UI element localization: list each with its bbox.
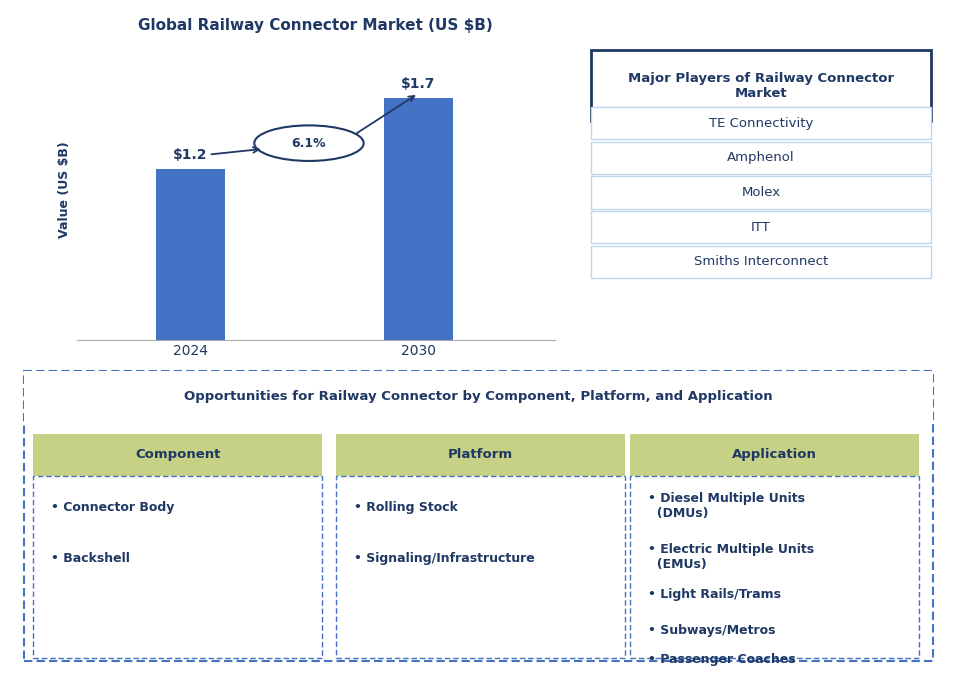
Text: Opportunities for Railway Connector by Component, Platform, and Application: Opportunities for Railway Connector by C… [184, 390, 773, 403]
Text: Major Players of Railway Connector
Market: Major Players of Railway Connector Marke… [628, 71, 894, 100]
Text: Application: Application [732, 448, 817, 461]
FancyBboxPatch shape [630, 476, 920, 658]
Text: Amphenol: Amphenol [727, 151, 794, 164]
Text: Smiths Interconnect: Smiths Interconnect [694, 255, 828, 268]
Text: ITT: ITT [751, 221, 770, 234]
Text: Component: Component [135, 448, 220, 461]
Text: • Connector Body: • Connector Body [52, 501, 175, 514]
Y-axis label: Value (US $B): Value (US $B) [58, 142, 71, 238]
FancyBboxPatch shape [590, 177, 931, 208]
Text: • Electric Multiple Units
  (EMUs): • Electric Multiple Units (EMUs) [649, 543, 814, 571]
Text: • Backshell: • Backshell [52, 552, 130, 565]
Title: Global Railway Connector Market (US $B): Global Railway Connector Market (US $B) [139, 18, 493, 33]
Text: Platform: Platform [448, 448, 513, 461]
FancyBboxPatch shape [590, 211, 931, 243]
FancyBboxPatch shape [590, 246, 931, 278]
Text: $1.7: $1.7 [401, 77, 435, 90]
FancyBboxPatch shape [590, 50, 931, 122]
Text: • Signaling/Infrastructure: • Signaling/Infrastructure [354, 552, 535, 565]
Text: • Passenger Coaches: • Passenger Coaches [649, 653, 796, 667]
Text: TE Connectivity: TE Connectivity [708, 117, 813, 130]
Text: $1.2: $1.2 [173, 147, 208, 162]
FancyBboxPatch shape [630, 434, 920, 476]
FancyBboxPatch shape [590, 107, 931, 139]
Text: • Light Rails/Trams: • Light Rails/Trams [649, 588, 782, 601]
FancyBboxPatch shape [590, 142, 931, 174]
Text: • Diesel Multiple Units
  (DMUs): • Diesel Multiple Units (DMUs) [649, 492, 806, 520]
FancyBboxPatch shape [336, 476, 626, 658]
FancyBboxPatch shape [33, 476, 323, 658]
Text: 6.1%: 6.1% [292, 136, 326, 149]
Text: • Rolling Stock: • Rolling Stock [354, 501, 458, 514]
FancyBboxPatch shape [24, 371, 933, 422]
Text: Molex: Molex [742, 186, 780, 199]
FancyBboxPatch shape [24, 371, 933, 661]
FancyBboxPatch shape [336, 434, 626, 476]
Bar [156, 169, 225, 340]
Text: Source: Lucintel: Source: Lucintel [436, 382, 544, 395]
Bar [384, 98, 453, 340]
FancyBboxPatch shape [33, 434, 323, 476]
Text: • Subways/Metros: • Subways/Metros [649, 623, 776, 637]
